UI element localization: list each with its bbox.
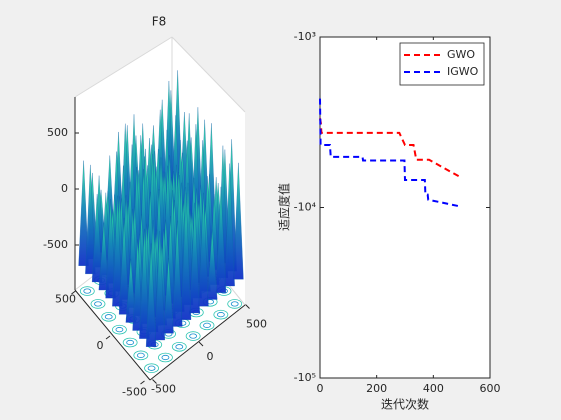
- surface-spike: [224, 163, 235, 287]
- tick-label: -500: [43, 238, 68, 251]
- tick-label: 500: [246, 318, 267, 331]
- tick-label: 200: [366, 382, 387, 395]
- tick-label: 0: [317, 382, 324, 395]
- legend-label: GWO: [447, 48, 475, 61]
- contour: [147, 365, 156, 371]
- surface-spike: [91, 194, 103, 283]
- surface-spike: [172, 220, 183, 327]
- contour: [90, 299, 106, 309]
- surface-spike: [112, 195, 123, 307]
- surface-spike: [163, 258, 174, 334]
- tick-mark: [140, 380, 145, 385]
- tick-label: -10⁵: [294, 371, 316, 384]
- surface-spike: [207, 229, 218, 300]
- surface-axes: F8 500 0 -500 500 0 -500 500 0 -500: [43, 15, 267, 399]
- legend-box: [399, 42, 485, 86]
- tick-label: 0: [61, 182, 68, 195]
- chart-title: F8: [152, 15, 167, 29]
- legend-label: IGWO: [447, 65, 479, 78]
- line-axes: 迭代次数 适应度值 0 200 400 600 -10³ -10⁴ -10⁵ GWO IGWO: [277, 30, 501, 412]
- tick-label: -10³: [294, 30, 316, 43]
- x-axis-label: 迭代次数: [381, 397, 429, 412]
- axis-lines: [74, 97, 246, 381]
- tick-label: -500: [122, 386, 147, 399]
- contour: [104, 314, 113, 320]
- y-axis-label: 适应度值: [277, 183, 292, 231]
- surface-spike: [139, 228, 150, 339]
- tick-mark: [198, 341, 204, 347]
- contour: [133, 350, 149, 361]
- contour: [126, 339, 135, 346]
- tick-label: 0: [207, 350, 214, 363]
- tick-label: 400: [423, 382, 444, 395]
- line-series: [319, 118, 463, 179]
- contour: [94, 301, 102, 307]
- tick-mark: [152, 379, 157, 384]
- contour: [203, 322, 211, 328]
- contour: [161, 354, 170, 361]
- contour: [185, 331, 201, 341]
- surface-spike: [189, 202, 200, 314]
- surface-spike: [118, 217, 130, 315]
- tick-label: -10⁴: [294, 201, 317, 214]
- surface-spike: [233, 162, 244, 280]
- surface-spike: [145, 243, 157, 347]
- plot-area: [319, 36, 491, 379]
- contour: [227, 299, 243, 309]
- surface-spike: [85, 164, 96, 274]
- tick-label: 500: [47, 126, 68, 139]
- contour: [175, 344, 184, 350]
- contour: [216, 312, 225, 318]
- contour: [101, 311, 117, 322]
- surface: [78, 70, 244, 347]
- contour: [79, 286, 95, 296]
- line-series: [319, 98, 462, 208]
- contour: [144, 363, 159, 374]
- tick-mark: [105, 335, 111, 340]
- contour: [171, 341, 187, 352]
- contour: [189, 333, 198, 339]
- contour: [115, 327, 124, 333]
- contour: [213, 309, 229, 320]
- surface-spike: [180, 192, 192, 320]
- contour: [158, 352, 173, 363]
- tick-label: 0: [97, 339, 104, 352]
- surface-spike: [215, 186, 227, 293]
- contour: [230, 301, 239, 307]
- tick-label: 600: [480, 382, 501, 395]
- contour: [122, 337, 138, 348]
- contour: [83, 288, 92, 294]
- tick-mark: [71, 290, 76, 295]
- tick-label: 500: [55, 293, 76, 306]
- contour: [136, 352, 145, 358]
- tick-label: -500: [151, 383, 176, 396]
- tick-mark: [245, 304, 250, 309]
- contour: [199, 320, 215, 331]
- surface-spike: [198, 192, 209, 307]
- surface-spike: [154, 230, 165, 341]
- contour: [112, 324, 127, 335]
